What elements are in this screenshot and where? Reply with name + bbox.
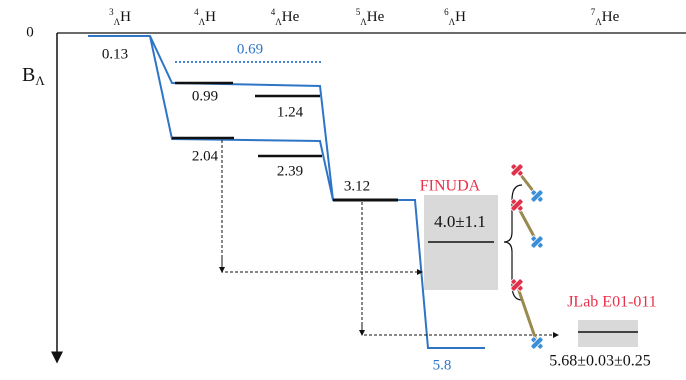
- mass-number: 5: [356, 7, 361, 17]
- cross-icon: [527, 232, 547, 252]
- column-label: 3ΛH: [109, 7, 131, 27]
- column-label: 7ΛHe: [591, 7, 620, 27]
- jlab-band: [578, 320, 638, 347]
- experiment-label: FINUDA: [420, 178, 481, 195]
- level-label: 2.04: [192, 148, 219, 164]
- link: [517, 285, 537, 343]
- cross-icon: [507, 195, 527, 215]
- element: He: [602, 9, 620, 25]
- mass-number: 4: [271, 7, 276, 17]
- column-label: 4ΛH: [194, 7, 216, 27]
- column-label: 6ΛH: [444, 7, 466, 27]
- level-label: 0.13: [102, 46, 128, 62]
- experiment-label: JLab E01-011: [567, 294, 657, 311]
- level-label: 2.39: [277, 163, 303, 179]
- cross-icon: [527, 333, 547, 353]
- element: H: [205, 9, 216, 25]
- column-label: 5ΛHe: [356, 7, 385, 27]
- level-label: 4.0±1.1: [434, 212, 486, 231]
- cross-icon: [507, 275, 527, 295]
- decay-icons: [507, 160, 547, 353]
- element: He: [367, 9, 385, 25]
- element: H: [120, 9, 131, 25]
- level-label: 0.99: [192, 88, 218, 104]
- level-label: 0.69: [237, 41, 263, 57]
- mass-number: 6: [444, 7, 449, 17]
- level-diagram: 0 BΛ 3ΛH 4ΛH 4ΛHe 5ΛHe 6ΛH 7ΛHe 0.13 0.69 0.9…: [0, 0, 686, 375]
- mass-number: 3: [109, 7, 114, 17]
- page: {"axis": {"zero": "0", "label": {"symbol…: [0, 0, 686, 375]
- level-label: 5.8: [433, 357, 452, 373]
- axis-label: BΛ: [22, 64, 45, 88]
- dashed-arrow: [222, 140, 422, 272]
- level-label: 5.68±0.03±0.25: [549, 353, 651, 370]
- level-label: 3.12: [344, 178, 370, 194]
- mass-number: 7: [591, 7, 596, 17]
- element: He: [282, 9, 300, 25]
- level-label: 1.24: [277, 104, 304, 120]
- column-labels: 3ΛH 4ΛH 4ΛHe 5ΛHe 6ΛH 7ΛHe: [109, 7, 620, 27]
- mass-number: 4: [194, 7, 199, 17]
- element: H: [455, 9, 466, 25]
- zero-label: 0: [26, 24, 34, 40]
- column-label: 4ΛHe: [271, 7, 300, 27]
